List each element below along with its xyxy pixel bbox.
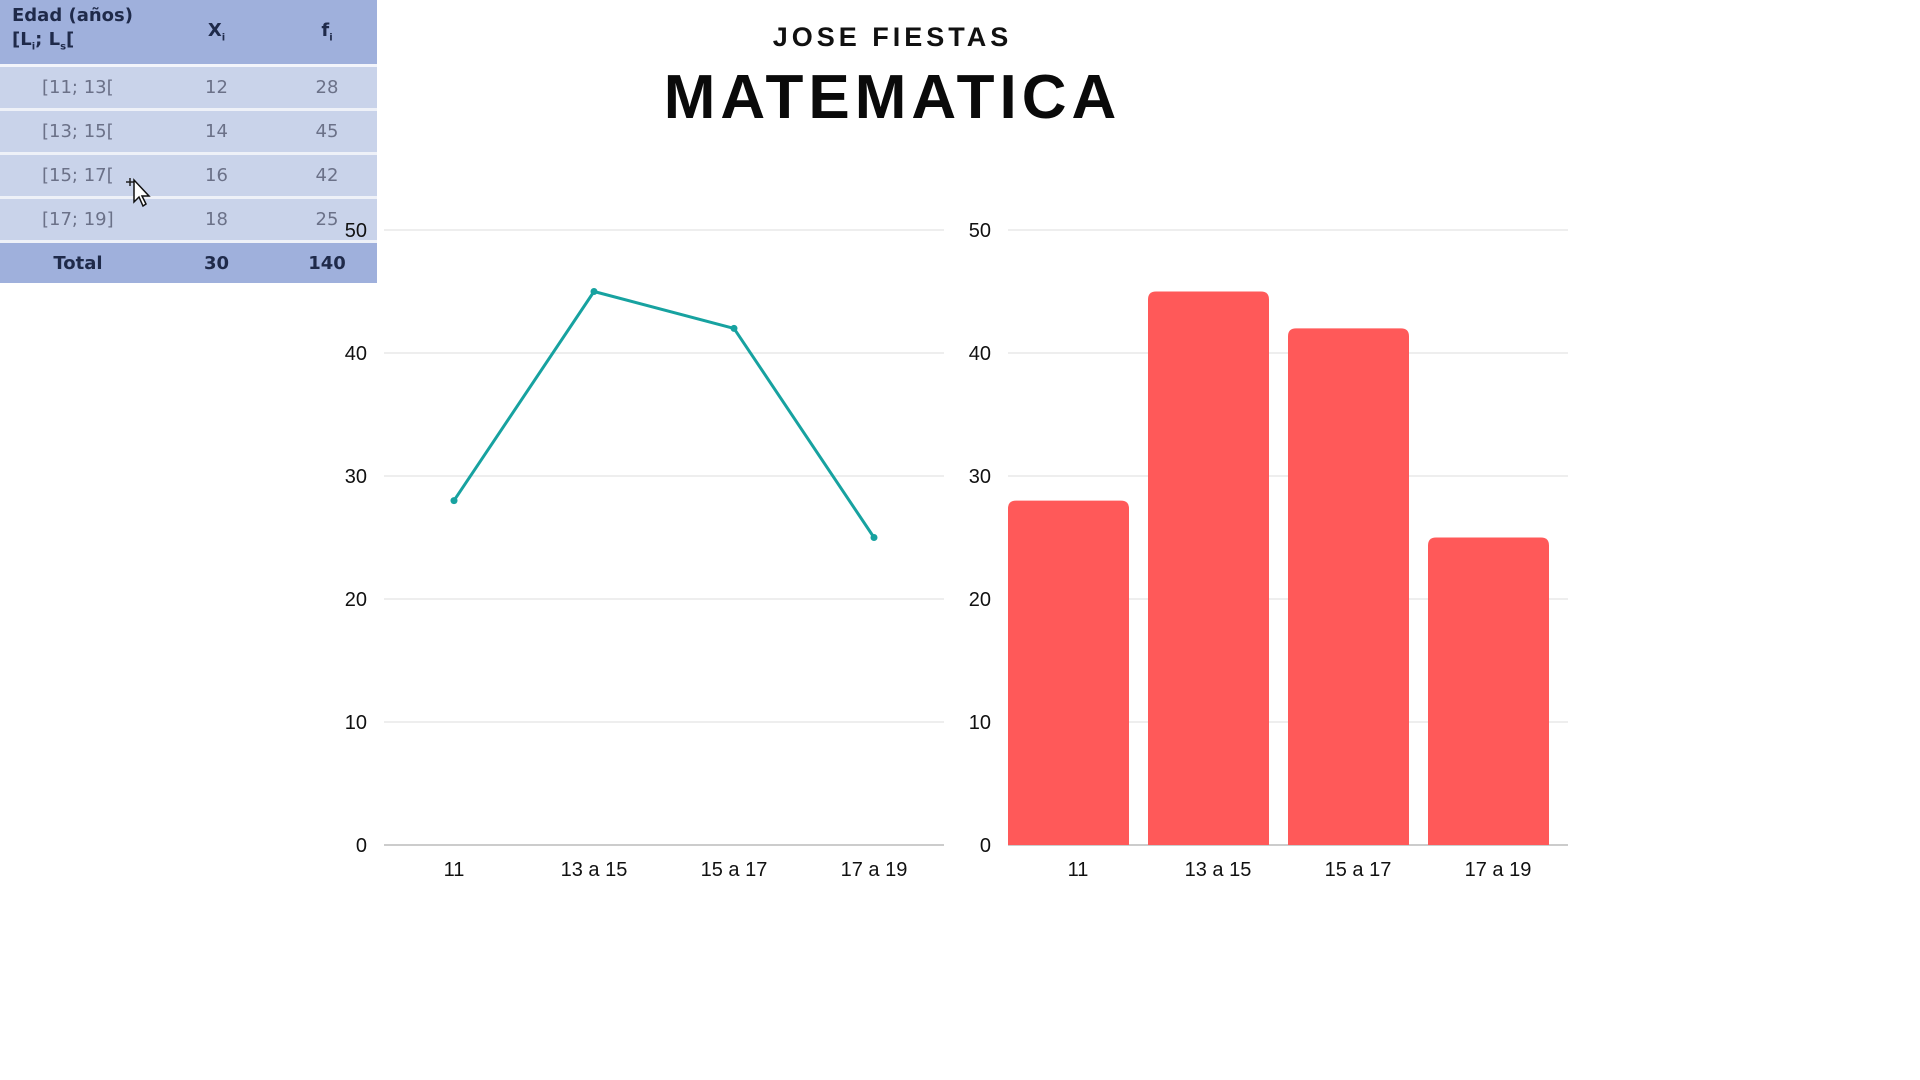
y-tick-label: 10 — [345, 712, 367, 734]
bar — [1148, 291, 1269, 845]
bar — [1428, 537, 1549, 845]
y-tick-label: 50 — [345, 220, 367, 242]
line-chart: 0 10 20 30 40 50 11 13 a 15 15 a 17 17 a 19 — [345, 220, 944, 881]
x-tick-label: 13 a 15 — [1185, 859, 1252, 881]
bar — [1008, 500, 1129, 845]
header-xi: Xi — [156, 0, 277, 67]
y-tick-label: 40 — [969, 343, 991, 365]
xi-cell: 12 — [156, 65, 277, 111]
y-tick-label: 20 — [345, 589, 367, 611]
xi-cell: 18 — [156, 197, 277, 243]
data-point — [730, 324, 738, 332]
header-fi: fi — [277, 0, 377, 67]
page-title: MATEMATICA — [663, 63, 1122, 132]
data-point — [590, 288, 598, 295]
author-name: JOSE FIESTAS — [772, 22, 1013, 52]
table-row: [13; 15[ 14 45 — [0, 109, 377, 155]
x-tick-label: 11 — [444, 859, 465, 881]
y-tick-label: 20 — [969, 589, 991, 611]
y-tick-label: 30 — [345, 466, 367, 488]
y-tick-label: 40 — [345, 343, 367, 365]
bar-chart: 0 10 20 30 40 50 11 13 a 15 15 a 17 17 a 19 — [969, 220, 1568, 881]
y-tick-label: 0 — [980, 835, 991, 857]
table-header-row: Edad (años) [Li; Ls[ Xi fi — [0, 0, 377, 67]
fi-cell: 28 — [277, 65, 377, 111]
x-tick-label: 15 a 17 — [701, 859, 768, 881]
y-tick-label: 0 — [356, 835, 367, 857]
total-f: 140 — [277, 241, 377, 283]
interval-cell: [17; 19] — [0, 197, 156, 243]
fi-cell: 25 — [277, 197, 377, 243]
total-x: 30 — [156, 241, 277, 283]
x-tick-label: 17 a 19 — [841, 859, 908, 881]
header-interval-notation: [Li; Ls[ — [12, 29, 75, 53]
interval-cell: [13; 15[ — [0, 109, 156, 155]
table-row: [11; 13[ 12 28 — [0, 65, 377, 111]
table-row: [17; 19] 18 25 — [0, 197, 377, 243]
total-label: Total — [0, 241, 156, 283]
xi-cell: 16 — [156, 153, 277, 199]
data-point — [870, 534, 878, 541]
interval-cell: [15; 17[ — [0, 153, 156, 199]
bar — [1288, 328, 1409, 845]
x-tick-label: 15 a 17 — [1325, 859, 1392, 881]
header-edad: Edad (años) [Li; Ls[ — [0, 0, 156, 67]
x-tick-label: 11 — [1068, 859, 1089, 881]
x-tick-label: 17 a 19 — [1465, 859, 1532, 881]
y-tick-label: 10 — [969, 712, 991, 734]
y-tick-label: 30 — [969, 466, 991, 488]
x-tick-label: 13 a 15 — [561, 859, 628, 881]
data-point — [450, 497, 458, 505]
header-edad-label: Edad (años) — [12, 5, 133, 27]
series-line — [452, 290, 876, 539]
fi-cell: 42 — [277, 153, 377, 199]
frequency-table: Edad (años) [Li; Ls[ Xi fi [11; 13[ 12 2… — [0, 0, 377, 283]
table-row: [15; 17[ 16 42 — [0, 153, 377, 199]
interval-cell: [11; 13[ — [0, 65, 156, 111]
fi-cell: 45 — [277, 109, 377, 155]
mouse-cursor-icon — [126, 178, 151, 208]
table-total-row: Total 30 140 — [0, 241, 377, 283]
xi-cell: 14 — [156, 109, 277, 155]
y-tick-label: 50 — [969, 220, 991, 242]
